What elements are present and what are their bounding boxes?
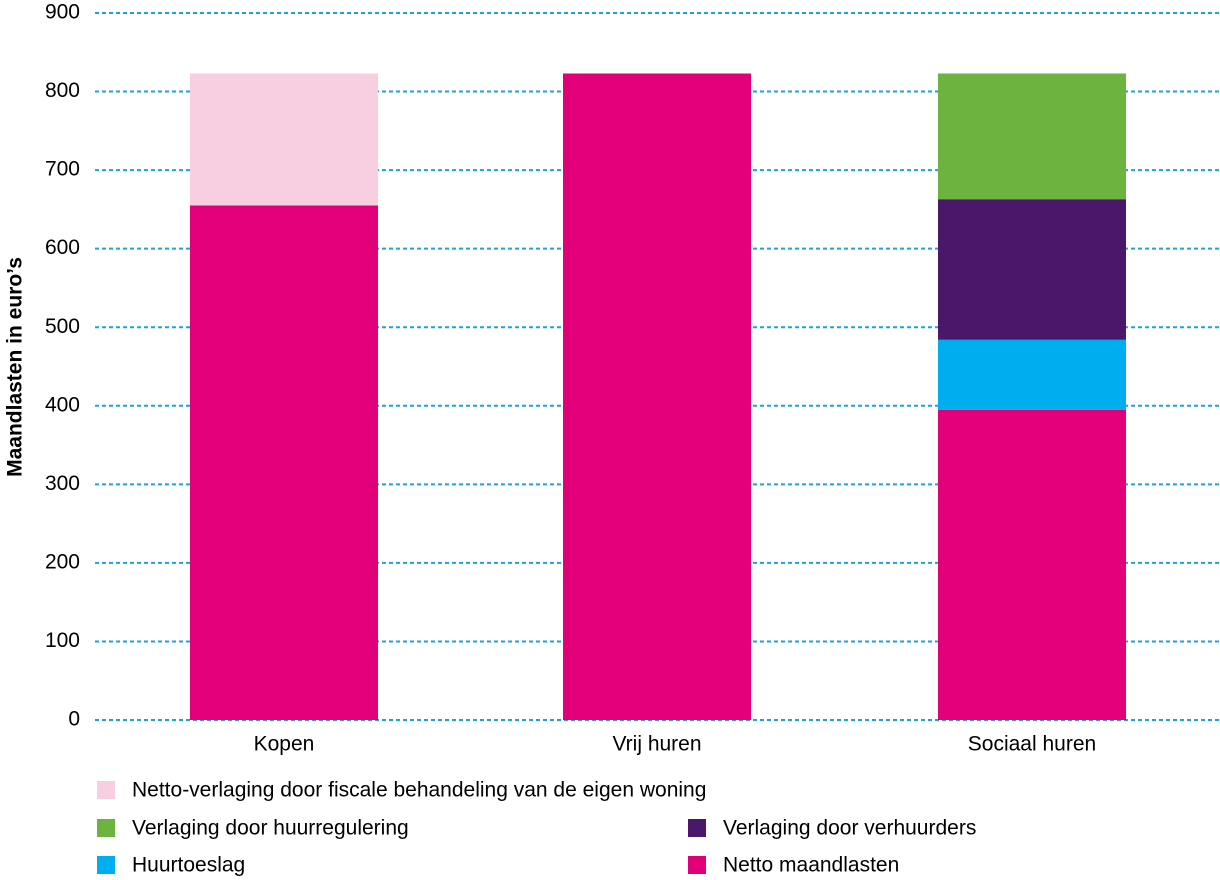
y-tick-label: 400 (45, 393, 80, 416)
y-tick-label: 700 (45, 158, 80, 181)
y-tick-label: 200 (45, 550, 80, 573)
y-tick-label: 300 (45, 472, 80, 495)
x-tick-label: Vrij huren (612, 733, 701, 756)
legend-swatch (688, 819, 706, 837)
legend-label: Netto-verlaging door fiscale behandeling… (132, 779, 706, 802)
x-tick-label: Kopen (254, 733, 315, 756)
legend-label: Verlaging door huurregulering (132, 817, 409, 840)
y-axis-label: Maandlasten in euro’s (4, 257, 27, 477)
bar-segment (938, 199, 1126, 340)
legend-swatch (97, 856, 115, 874)
legend-label: Huurtoeslag (132, 854, 245, 877)
bar-segment (938, 73, 1126, 200)
legend-swatch (97, 819, 115, 837)
y-tick-label: 500 (45, 315, 80, 338)
bar-segment (938, 339, 1126, 410)
bar-segment (190, 73, 378, 206)
bar-segment (190, 205, 378, 720)
legend-label: Netto maandlasten (723, 854, 899, 877)
y-tick-label: 900 (45, 1, 80, 24)
bar-segment (563, 73, 751, 720)
y-tick-label: 100 (45, 629, 80, 652)
legend-label: Verlaging door verhuurders (723, 817, 976, 840)
y-tick-label: 600 (45, 236, 80, 259)
y-tick-label: 800 (45, 79, 80, 102)
legend-swatch (688, 856, 706, 874)
bar-segment (938, 409, 1126, 720)
legend-swatch (97, 781, 115, 799)
y-tick-label: 0 (68, 708, 80, 731)
x-tick-label: Sociaal huren (968, 733, 1096, 756)
